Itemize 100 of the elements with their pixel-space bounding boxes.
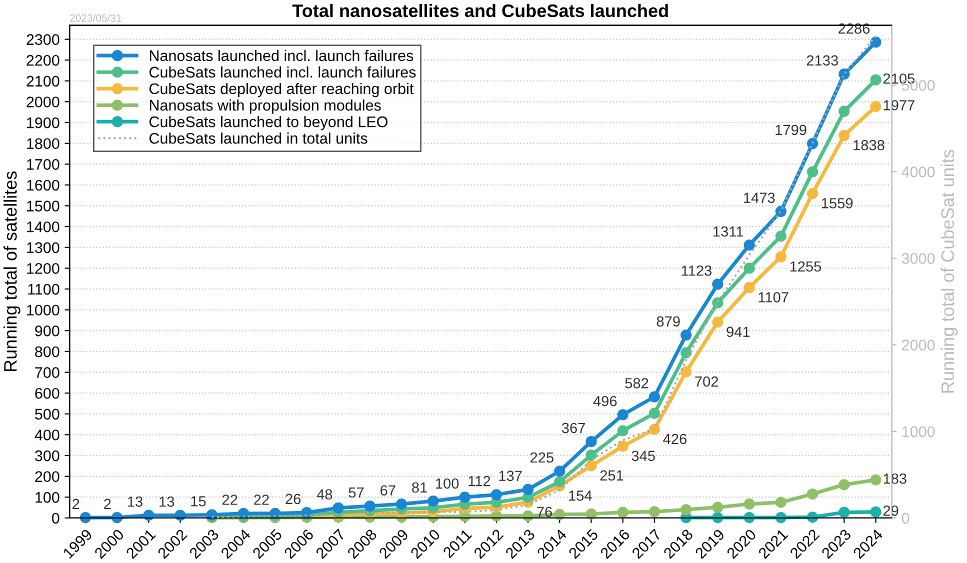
point — [806, 138, 818, 150]
legend-label: Nanosats with propulsion modules — [150, 99, 381, 114]
point — [428, 496, 439, 507]
point — [270, 508, 281, 519]
point — [554, 508, 566, 520]
y-tick-label: 700 — [35, 367, 60, 378]
point — [459, 492, 470, 503]
point — [80, 512, 91, 524]
data-label: 941 — [726, 326, 750, 337]
point — [712, 502, 724, 513]
data-label: 2133 — [806, 55, 838, 66]
point — [744, 498, 755, 510]
point — [586, 460, 597, 472]
point — [586, 450, 597, 461]
point — [522, 484, 534, 496]
point — [870, 506, 882, 518]
y-tick-label: 500 — [35, 408, 60, 420]
text: 2023/05/31 — [70, 14, 122, 22]
y-tick-label: 1300 — [27, 242, 60, 254]
y-tick-label: 800 — [35, 346, 60, 358]
point — [775, 512, 786, 524]
point — [744, 282, 755, 294]
y-tick-label: 2300 — [26, 34, 60, 45]
data-label: 1473 — [744, 192, 775, 203]
point — [680, 366, 692, 378]
y2-tick-label: 3000 — [902, 253, 935, 264]
data-label: 426 — [663, 434, 686, 444]
data-label: 225 — [530, 452, 554, 463]
data-label: 879 — [656, 316, 680, 327]
y-tick-label: 300 — [34, 450, 60, 462]
y-tick-label: 1400 — [27, 221, 60, 232]
data-label: 1123 — [682, 265, 712, 276]
point — [396, 498, 408, 510]
point — [712, 316, 724, 328]
data-label: 1107 — [758, 292, 788, 302]
legend-label: CubeSats deployed after reaching orbit — [149, 82, 414, 98]
y-tick-label: 2100 — [26, 76, 60, 87]
point — [364, 500, 376, 512]
data-label: 29 — [883, 506, 898, 516]
point — [870, 100, 882, 112]
data-label: 81 — [412, 482, 427, 493]
point — [870, 74, 882, 86]
point — [744, 240, 755, 251]
point — [775, 230, 786, 242]
point — [490, 489, 502, 500]
point — [712, 512, 724, 524]
data-label: 137 — [499, 470, 522, 482]
y-tick-label: 1900 — [27, 117, 60, 128]
y-tick-label: 0 — [52, 512, 60, 524]
y-tick-label: 1800 — [27, 138, 60, 150]
y-tick-label: 1100 — [28, 284, 60, 295]
point — [838, 106, 850, 117]
point — [680, 329, 692, 341]
y-tick-label: 2000 — [26, 96, 60, 108]
point — [806, 166, 818, 178]
point — [648, 391, 660, 402]
point — [648, 408, 660, 419]
data-label: 345 — [632, 450, 655, 462]
point — [586, 508, 597, 520]
y-tick-label: 1700 — [27, 159, 60, 170]
y2-tick-label: 4000 — [902, 166, 935, 178]
data-label: 1838 — [854, 140, 884, 150]
point — [522, 510, 534, 522]
data-label: 1255 — [790, 261, 822, 272]
data-label: 48 — [316, 489, 332, 500]
data-label: 26 — [286, 494, 301, 504]
y-tick-label: 400 — [34, 430, 60, 440]
data-label: 22 — [254, 494, 269, 505]
y-tick-label: 900 — [35, 326, 60, 336]
point — [617, 409, 628, 420]
y-tick-label: 2200 — [26, 54, 60, 66]
data-label: 15 — [191, 496, 206, 506]
point — [838, 479, 850, 490]
point — [111, 512, 123, 524]
data-label: 57 — [348, 487, 364, 498]
point — [586, 436, 597, 448]
data-label: 154 — [569, 490, 592, 501]
y2-tick-label: 1000 — [902, 426, 935, 438]
data-label: 2 — [72, 498, 80, 509]
point — [838, 506, 850, 518]
data-label: 1311 — [714, 226, 744, 237]
data-label: 251 — [600, 470, 624, 481]
y-tick-label: 1600 — [27, 180, 60, 191]
point — [775, 251, 786, 262]
y-tick-label: 600 — [35, 388, 60, 399]
legend-label: CubeSats launched in total units — [149, 132, 368, 144]
point — [680, 347, 692, 358]
chart-title: Total nanosatellites and CubeSats launched — [292, 4, 668, 18]
point — [806, 512, 818, 523]
y-tick-label: 1500 — [27, 200, 60, 212]
y-tick-label: 100 — [36, 492, 60, 503]
legend-label: CubeSats launched incl. launch failures — [149, 66, 416, 78]
data-label: 1799 — [776, 124, 806, 136]
point — [744, 512, 755, 524]
data-label: 112 — [468, 476, 490, 486]
point — [838, 130, 850, 141]
point — [806, 188, 818, 200]
point — [744, 262, 755, 274]
y2-tick-label: 0 — [902, 512, 910, 524]
data-label: 100 — [436, 478, 459, 489]
